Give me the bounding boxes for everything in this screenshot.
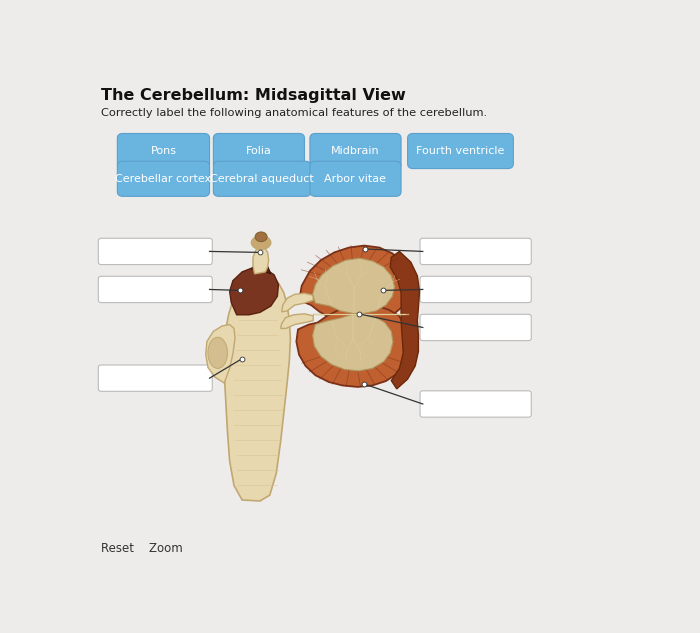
Polygon shape [281, 293, 313, 312]
Polygon shape [313, 258, 395, 313]
FancyBboxPatch shape [214, 134, 304, 168]
Ellipse shape [208, 337, 228, 368]
Polygon shape [230, 267, 279, 315]
Polygon shape [251, 260, 271, 274]
FancyBboxPatch shape [310, 134, 401, 168]
FancyBboxPatch shape [118, 134, 209, 168]
Text: Cerebral aqueduct: Cerebral aqueduct [210, 174, 314, 184]
Ellipse shape [255, 232, 267, 242]
FancyBboxPatch shape [98, 365, 212, 391]
FancyBboxPatch shape [420, 276, 531, 303]
Text: The Cerebellum: Midsagittal View: The Cerebellum: Midsagittal View [101, 88, 406, 103]
FancyBboxPatch shape [98, 238, 212, 265]
FancyBboxPatch shape [118, 161, 209, 196]
Polygon shape [390, 251, 419, 389]
Text: Arbor vitae: Arbor vitae [325, 174, 386, 184]
FancyBboxPatch shape [420, 391, 531, 417]
Polygon shape [299, 246, 411, 323]
Polygon shape [224, 274, 290, 501]
FancyBboxPatch shape [420, 315, 531, 341]
Text: Folia: Folia [246, 146, 272, 156]
Polygon shape [313, 314, 393, 371]
Polygon shape [281, 314, 313, 329]
Ellipse shape [251, 236, 271, 249]
Text: Correctly label the following anatomical features of the cerebellum.: Correctly label the following anatomical… [101, 108, 487, 118]
Text: Fourth ventricle: Fourth ventricle [416, 146, 505, 156]
FancyBboxPatch shape [98, 276, 212, 303]
FancyBboxPatch shape [420, 238, 531, 265]
FancyBboxPatch shape [407, 134, 513, 168]
Polygon shape [206, 325, 235, 383]
Text: Cerebellar cortex: Cerebellar cortex [116, 174, 211, 184]
FancyBboxPatch shape [214, 161, 311, 196]
Polygon shape [253, 247, 269, 274]
FancyBboxPatch shape [310, 161, 401, 196]
Polygon shape [296, 305, 409, 387]
Text: Midbrain: Midbrain [331, 146, 380, 156]
Text: Pons: Pons [150, 146, 176, 156]
Text: Reset    Zoom: Reset Zoom [101, 542, 183, 555]
